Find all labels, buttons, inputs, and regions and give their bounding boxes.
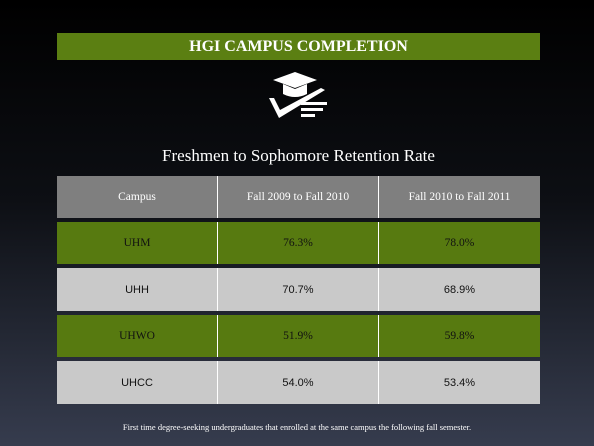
table-cell: 54.0%	[218, 361, 379, 404]
logo-line	[301, 114, 315, 117]
header-row: Campus Fall 2009 to Fall 2010 Fall 2010 …	[57, 176, 540, 218]
table-row: UHH 70.7% 68.9%	[57, 268, 540, 311]
table-cell: 53.4%	[379, 361, 540, 404]
table-cell: UHH	[57, 268, 218, 311]
table: Campus Fall 2009 to Fall 2010 Fall 2010 …	[57, 172, 540, 408]
cap-top	[273, 72, 317, 88]
table-cell: UHWO	[57, 315, 218, 357]
subtitle: Freshmen to Sophomore Retention Rate	[162, 146, 435, 165]
column-header: Campus	[57, 176, 218, 218]
check	[269, 88, 325, 118]
table-row: UHCC 54.0% 53.4%	[57, 361, 540, 404]
table-cell: UHCC	[57, 361, 218, 404]
logo-line	[301, 108, 323, 111]
column-header: Fall 2009 to Fall 2010	[218, 176, 379, 218]
logo-line	[301, 102, 327, 105]
table-row: UHWO 51.9% 59.8%	[57, 315, 540, 357]
table-cell: UHM	[57, 222, 218, 264]
cap-base	[283, 84, 307, 97]
table-cell: 68.9%	[379, 268, 540, 311]
title-banner: HGI CAMPUS COMPLETION	[57, 33, 540, 60]
table-cell: 78.0%	[379, 222, 540, 264]
table-cell: 59.8%	[379, 315, 540, 357]
table-cell: 51.9%	[218, 315, 379, 357]
logo	[269, 72, 327, 118]
table-row: UHM 76.3% 78.0%	[57, 222, 540, 264]
column-header: Fall 2010 to Fall 2011	[379, 176, 540, 218]
table-cell: 70.7%	[218, 268, 379, 311]
table-cell: 76.3%	[218, 222, 379, 264]
footnote: First time degree-seeking undergraduates…	[122, 422, 472, 432]
